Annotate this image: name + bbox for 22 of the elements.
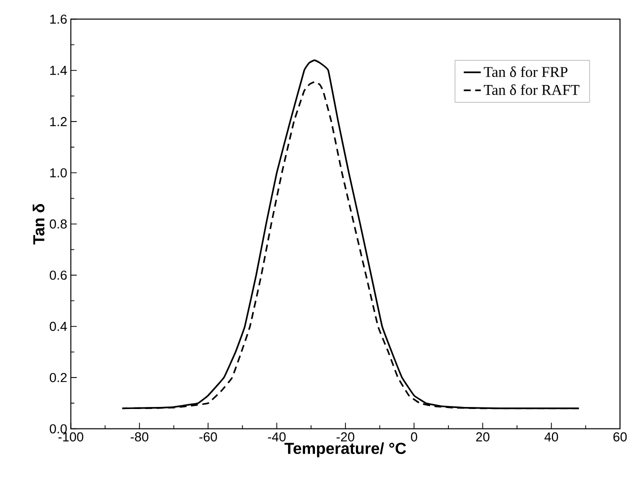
y-tick-label: 1.6	[50, 14, 67, 24]
x-tick-label: -60	[199, 432, 217, 442]
x-tick-label: -20	[336, 432, 354, 442]
y-tick-label: 0.2	[50, 372, 67, 382]
x-tick-label: 20	[476, 432, 490, 442]
y-tick-label: 0.6	[50, 270, 67, 280]
legend-label: Tan δ for RAFT	[484, 84, 580, 95]
y-tick-label: 0.0	[50, 424, 67, 434]
y-axis-title: Tan δ	[32, 204, 44, 244]
x-tick-label: 60	[613, 432, 627, 442]
y-tick-label: 1.0	[50, 168, 67, 178]
x-tick-label: 0	[410, 432, 418, 442]
legend-label: Tan δ for FRP	[484, 66, 568, 77]
x-tick-label: -40	[268, 432, 286, 442]
x-tick-label: -80	[130, 432, 148, 442]
x-tick-label: 40	[544, 432, 558, 442]
y-tick-label: 1.2	[50, 117, 67, 126]
x-tick-label: -100	[58, 432, 84, 442]
y-tick-label: 0.4	[50, 322, 67, 331]
y-tick-label: 1.4	[50, 66, 67, 75]
x-axis-title: Temperature/ °C	[284, 442, 406, 458]
y-tick-label: 0.8	[50, 219, 67, 229]
